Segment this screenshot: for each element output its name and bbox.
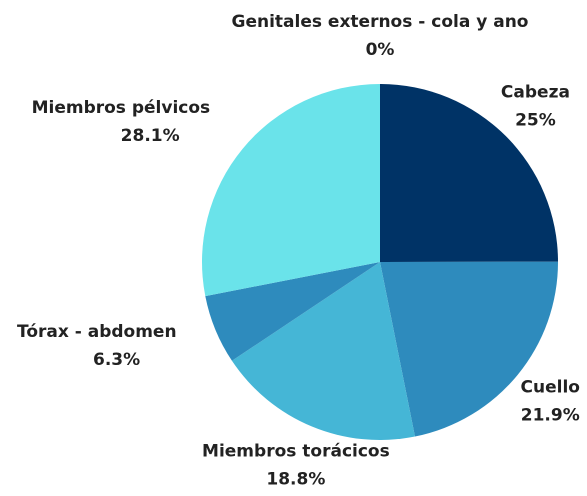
slice-label: Cabeza [501,82,570,102]
slice-value: 18.8% [266,469,325,489]
slice-label: Miembros pélvicos [32,98,211,118]
slice-value: 6.3% [93,350,140,370]
slice-label: Tórax - abdomen [17,322,177,342]
slice-label: Miembros torácicos [202,441,390,461]
slice-value: 21.9% [521,405,580,425]
pie-slice [380,261,558,437]
slice-label: Cuello [521,377,580,397]
slice-value: 25% [515,110,556,130]
pie-slice [231,262,415,440]
slice-value: 0% [366,40,395,60]
slice-value: 28.1% [121,126,180,146]
pie-slice [380,84,558,262]
slice-label: Genitales externos - cola y ano [232,12,529,32]
pie-slice [205,262,380,361]
pie-slice [201,84,380,297]
